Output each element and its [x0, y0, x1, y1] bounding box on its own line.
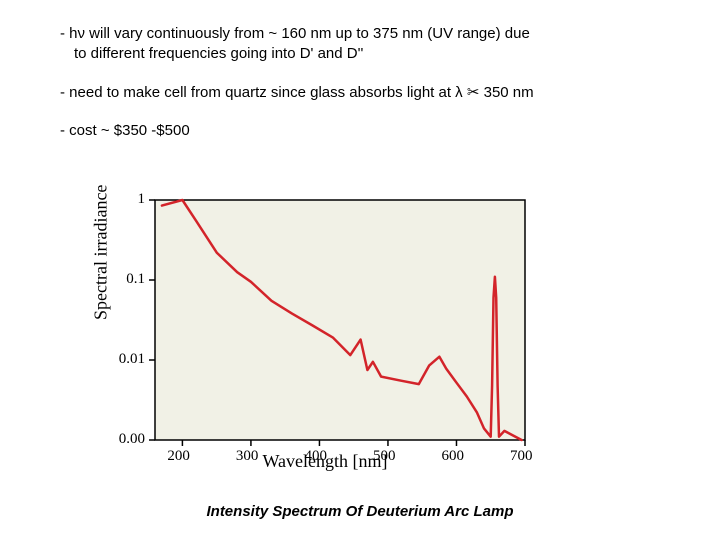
x-tick: 500	[373, 448, 396, 465]
x-tick: 300	[236, 448, 259, 465]
y-tick: 0.01	[101, 351, 145, 368]
y-tick: 0.1	[101, 271, 145, 288]
y-tick: 1	[101, 191, 145, 208]
bullet-2: - need to make cell from quartz since gl…	[60, 83, 670, 103]
chart-caption: Intensity Spectrum Of Deuterium Arc Lamp	[0, 503, 720, 520]
x-tick: 700	[510, 448, 533, 465]
bullet-2-text: - need to make cell from quartz since gl…	[60, 84, 467, 101]
bullet-1: - hν will vary continuously from ~ 160 n…	[60, 24, 670, 65]
bullet-2-tail: 350 nm	[484, 84, 534, 101]
chart-svg	[95, 190, 555, 490]
spectrum-chart: Spectral irradiance Wavelength [nm] 0.00…	[95, 190, 555, 490]
bullet-1-line1: - hν will vary continuously from ~ 160 n…	[60, 25, 530, 42]
bullet-1-line2: to different frequencies going into D' a…	[60, 45, 363, 62]
y-tick: 0.00	[101, 431, 145, 448]
bullet-list: - hν will vary continuously from ~ 160 n…	[60, 24, 670, 141]
scissors-icon: ✂	[467, 84, 480, 101]
page: - hν will vary continuously from ~ 160 n…	[0, 0, 720, 540]
x-tick: 600	[441, 448, 464, 465]
bullet-3: - cost ~ $350 -$500	[60, 121, 670, 141]
x-tick: 400	[304, 448, 327, 465]
x-tick: 200	[167, 448, 190, 465]
